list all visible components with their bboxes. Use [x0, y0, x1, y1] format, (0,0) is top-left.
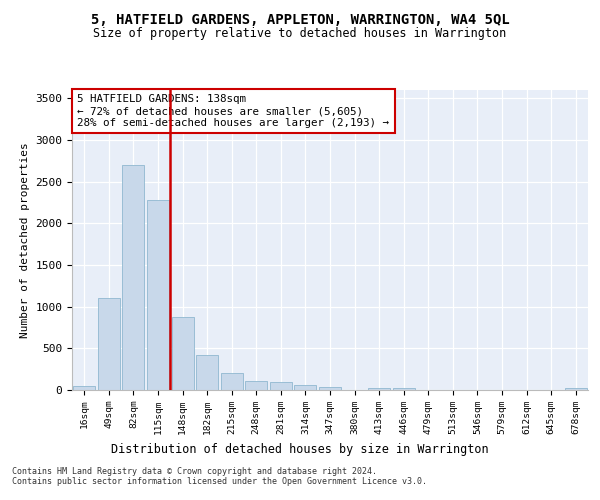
Bar	[565, 388, 587, 390]
Bar	[221, 372, 243, 390]
Text: 5, HATFIELD GARDENS, APPLETON, WARRINGTON, WA4 5QL: 5, HATFIELD GARDENS, APPLETON, WARRINGTO…	[91, 12, 509, 26]
Text: Distribution of detached houses by size in Warrington: Distribution of detached houses by size …	[111, 442, 489, 456]
Bar	[147, 200, 169, 390]
Bar	[98, 298, 120, 390]
Bar	[368, 388, 390, 390]
Bar	[73, 386, 95, 390]
Text: Size of property relative to detached houses in Warrington: Size of property relative to detached ho…	[94, 28, 506, 40]
Bar	[270, 382, 292, 390]
Bar	[319, 386, 341, 390]
Text: Contains public sector information licensed under the Open Government Licence v3: Contains public sector information licen…	[12, 477, 427, 486]
Bar	[245, 381, 268, 390]
Bar	[122, 165, 145, 390]
Text: Contains HM Land Registry data © Crown copyright and database right 2024.: Contains HM Land Registry data © Crown c…	[12, 467, 377, 476]
Text: 5 HATFIELD GARDENS: 138sqm
← 72% of detached houses are smaller (5,605)
28% of s: 5 HATFIELD GARDENS: 138sqm ← 72% of deta…	[77, 94, 389, 128]
Bar	[172, 316, 194, 390]
Bar	[295, 386, 316, 390]
Bar	[196, 355, 218, 390]
Y-axis label: Number of detached properties: Number of detached properties	[20, 142, 30, 338]
Bar	[392, 388, 415, 390]
